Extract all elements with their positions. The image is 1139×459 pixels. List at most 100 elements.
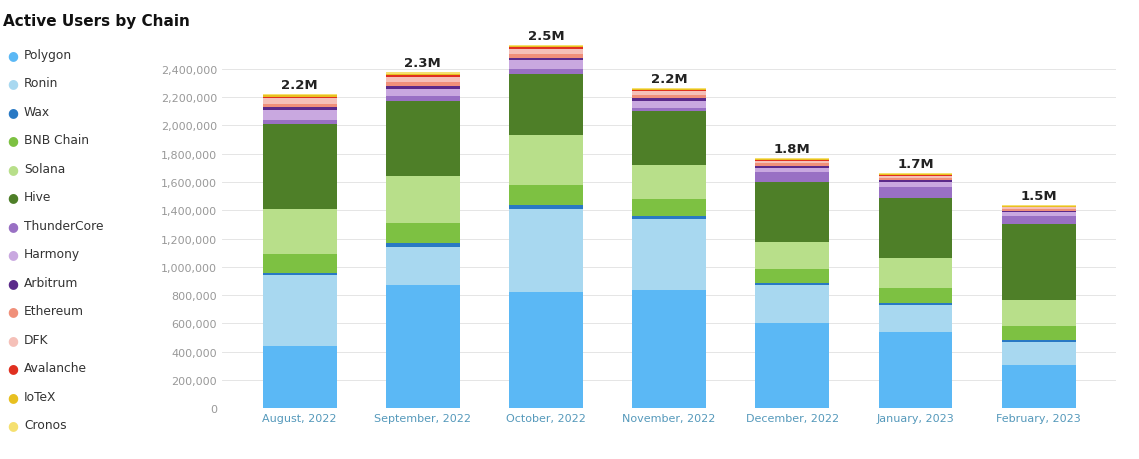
Bar — [263, 95, 337, 96]
Text: 2.5M: 2.5M — [527, 30, 564, 43]
Text: 1.7M: 1.7M — [898, 158, 934, 171]
Text: Avalanche: Avalanche — [24, 362, 87, 375]
Text: Polygon: Polygon — [24, 49, 72, 62]
Text: ●: ● — [7, 333, 18, 346]
Bar — [509, 186, 583, 206]
Bar — [509, 50, 583, 55]
Bar — [755, 161, 829, 162]
Bar — [878, 199, 952, 258]
Bar — [386, 247, 460, 285]
Text: ●: ● — [7, 49, 18, 62]
Text: ●: ● — [7, 276, 18, 289]
Bar — [878, 303, 952, 305]
Bar — [755, 324, 829, 409]
Bar — [1001, 213, 1075, 217]
Bar — [509, 48, 583, 50]
Text: Harmony: Harmony — [24, 248, 80, 261]
Bar — [509, 55, 583, 59]
Bar — [632, 90, 706, 91]
Text: DFK: DFK — [24, 333, 49, 346]
Bar — [1001, 340, 1075, 342]
Bar — [1001, 327, 1075, 340]
Bar — [755, 173, 829, 183]
Bar — [1001, 301, 1075, 327]
Text: ThunderCore: ThunderCore — [24, 219, 104, 232]
Text: ●: ● — [7, 191, 18, 204]
Text: Arbitrum: Arbitrum — [24, 276, 79, 289]
Bar — [632, 96, 706, 99]
Bar — [632, 92, 706, 96]
Bar — [263, 255, 337, 273]
Bar — [386, 87, 460, 90]
Bar — [1001, 206, 1075, 207]
Bar — [509, 45, 583, 47]
Bar — [1001, 342, 1075, 365]
Bar — [386, 78, 460, 83]
Text: Ronin: Ronin — [24, 77, 58, 90]
Bar — [632, 217, 706, 219]
Bar — [1001, 208, 1075, 209]
Text: ●: ● — [7, 77, 18, 90]
Text: ●: ● — [7, 219, 18, 232]
Bar — [386, 76, 460, 78]
Bar — [263, 125, 337, 209]
Bar — [755, 168, 829, 173]
Text: 2.3M: 2.3M — [404, 57, 441, 70]
Bar — [878, 174, 952, 175]
Text: ●: ● — [7, 134, 18, 147]
Text: ●: ● — [7, 106, 18, 118]
Bar — [509, 61, 583, 70]
Bar — [386, 97, 460, 102]
Bar — [386, 224, 460, 243]
Bar — [386, 285, 460, 409]
Bar — [632, 166, 706, 200]
Bar — [632, 91, 706, 92]
Bar — [386, 177, 460, 224]
Bar — [755, 269, 829, 283]
Text: Cronos: Cronos — [24, 419, 66, 431]
Bar — [878, 332, 952, 409]
Bar — [632, 99, 706, 101]
Bar — [1001, 212, 1075, 213]
Bar — [632, 108, 706, 112]
Bar — [755, 159, 829, 160]
Bar — [878, 258, 952, 288]
Bar — [263, 120, 337, 125]
Bar — [1001, 365, 1075, 409]
Text: 2.2M: 2.2M — [650, 73, 688, 86]
Bar — [878, 288, 952, 303]
Bar — [755, 160, 829, 161]
Text: ●: ● — [7, 248, 18, 261]
Bar — [386, 243, 460, 247]
Bar — [509, 206, 583, 209]
Bar — [263, 347, 337, 409]
Bar — [878, 177, 952, 179]
Bar — [878, 183, 952, 188]
Text: IoTeX: IoTeX — [24, 390, 56, 403]
Bar — [509, 70, 583, 74]
Bar — [386, 102, 460, 177]
Bar — [263, 99, 337, 105]
Text: ●: ● — [7, 162, 18, 175]
Bar — [755, 162, 829, 164]
Bar — [755, 242, 829, 269]
Bar — [878, 175, 952, 177]
Bar — [1001, 224, 1075, 301]
Bar — [263, 96, 337, 97]
Bar — [263, 108, 337, 111]
Bar — [755, 283, 829, 285]
Bar — [509, 209, 583, 293]
Bar — [878, 181, 952, 183]
Bar — [386, 74, 460, 76]
Text: Ethereum: Ethereum — [24, 305, 84, 318]
Bar — [509, 47, 583, 48]
Bar — [509, 59, 583, 61]
Bar — [632, 101, 706, 108]
Bar — [263, 276, 337, 347]
Bar — [755, 285, 829, 324]
Bar — [755, 164, 829, 167]
Bar — [632, 89, 706, 90]
Bar — [263, 105, 337, 108]
Bar — [386, 83, 460, 87]
Bar — [1001, 209, 1075, 212]
